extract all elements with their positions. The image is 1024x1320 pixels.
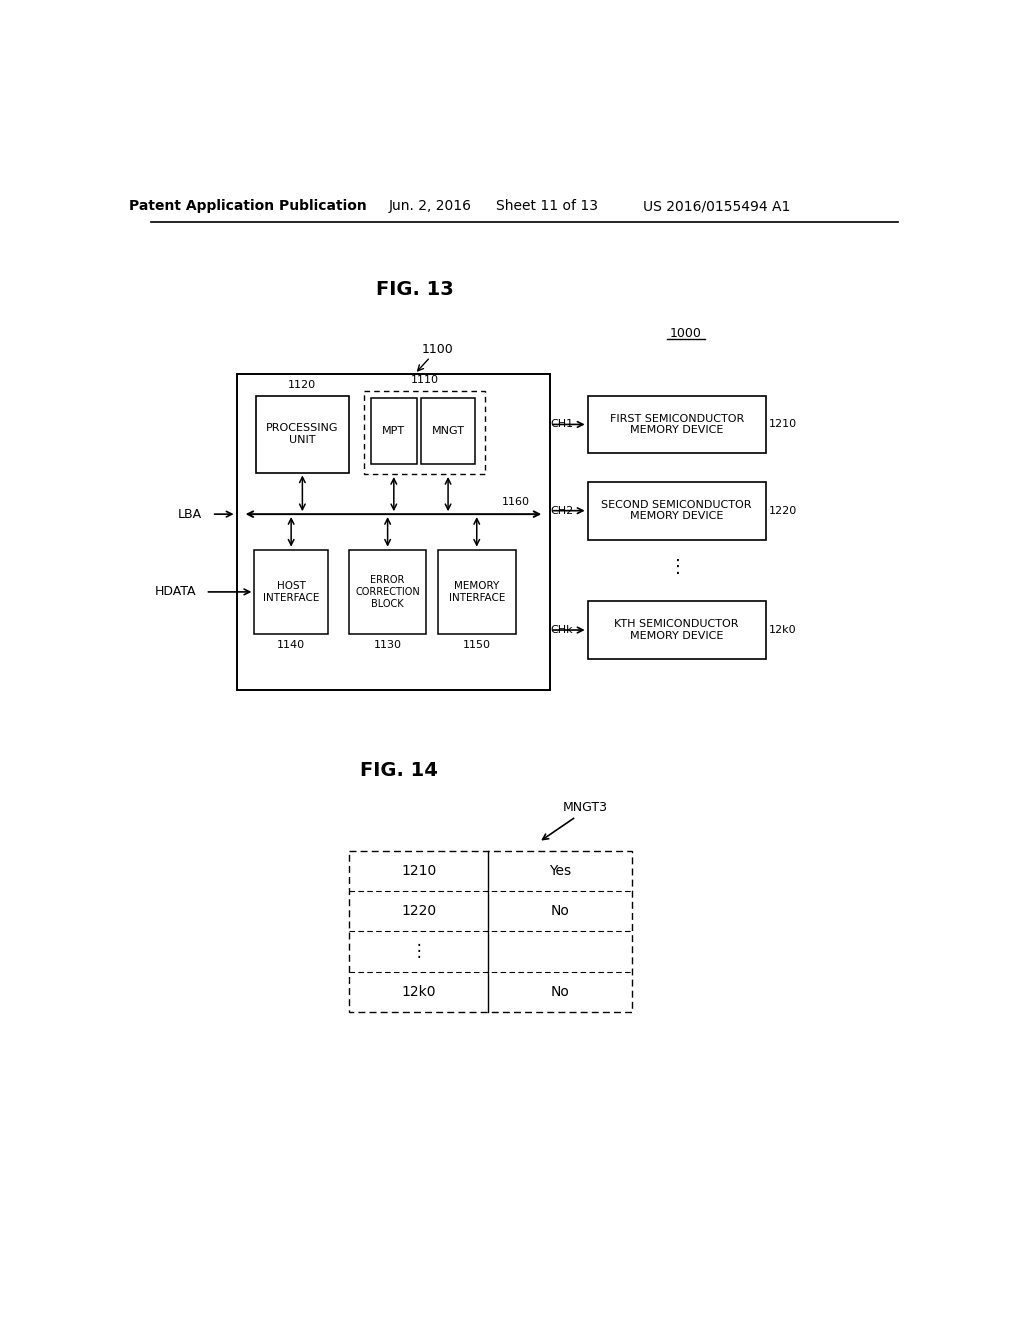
Text: KTH SEMICONDUCTOR
MEMORY DEVICE: KTH SEMICONDUCTOR MEMORY DEVICE xyxy=(614,619,739,640)
Text: SECOND SEMICONDUCTOR
MEMORY DEVICE: SECOND SEMICONDUCTOR MEMORY DEVICE xyxy=(601,500,752,521)
Text: FIG. 13: FIG. 13 xyxy=(376,280,454,298)
Text: Patent Application Publication: Patent Application Publication xyxy=(129,199,367,213)
Text: HDATA: HDATA xyxy=(155,585,197,598)
Text: 1120: 1120 xyxy=(289,380,316,389)
Text: ⋮: ⋮ xyxy=(411,942,427,961)
Bar xyxy=(421,397,475,465)
Text: ⋮: ⋮ xyxy=(670,557,687,576)
Bar xyxy=(371,397,417,465)
Bar xyxy=(254,549,328,635)
Text: 1210: 1210 xyxy=(401,865,436,878)
Text: 1220: 1220 xyxy=(401,904,436,919)
Text: No: No xyxy=(551,985,569,998)
Text: ERROR
CORRECTION
BLOCK: ERROR CORRECTION BLOCK xyxy=(355,576,420,609)
Text: MEMORY
INTERFACE: MEMORY INTERFACE xyxy=(449,581,505,603)
Bar xyxy=(365,391,484,474)
Text: CH2: CH2 xyxy=(550,506,573,516)
Text: Jun. 2, 2016: Jun. 2, 2016 xyxy=(389,199,472,213)
Text: CHk: CHk xyxy=(551,626,573,635)
Text: FIG. 14: FIG. 14 xyxy=(360,762,438,780)
Text: HOST
INTERFACE: HOST INTERFACE xyxy=(263,581,319,603)
Text: MNGT: MNGT xyxy=(431,426,465,436)
Text: MPT: MPT xyxy=(382,426,406,436)
Text: CH1: CH1 xyxy=(551,420,573,429)
Bar xyxy=(588,396,766,453)
Bar xyxy=(237,374,550,689)
Text: 1130: 1130 xyxy=(374,640,401,649)
Text: 1150: 1150 xyxy=(463,640,490,649)
Text: LBA: LBA xyxy=(177,508,202,520)
Bar xyxy=(349,851,632,1011)
Text: 1210: 1210 xyxy=(769,420,797,429)
Bar xyxy=(588,601,766,659)
Text: 12k0: 12k0 xyxy=(401,985,436,998)
Text: PROCESSING
UNIT: PROCESSING UNIT xyxy=(266,424,339,445)
Text: Sheet 11 of 13: Sheet 11 of 13 xyxy=(496,199,597,213)
Bar xyxy=(256,396,349,473)
Text: US 2016/0155494 A1: US 2016/0155494 A1 xyxy=(643,199,791,213)
Text: 1140: 1140 xyxy=(278,640,305,649)
Text: 1000: 1000 xyxy=(670,327,701,341)
Bar xyxy=(588,482,766,540)
Text: No: No xyxy=(551,904,569,919)
Text: 1110: 1110 xyxy=(411,375,438,385)
Text: MNGT3: MNGT3 xyxy=(563,801,608,814)
Bar xyxy=(438,549,515,635)
Text: FIRST SEMICONDUCTOR
MEMORY DEVICE: FIRST SEMICONDUCTOR MEMORY DEVICE xyxy=(609,413,743,436)
Text: 1220: 1220 xyxy=(769,506,797,516)
Text: 12k0: 12k0 xyxy=(769,626,797,635)
Bar xyxy=(349,549,426,635)
Text: Yes: Yes xyxy=(549,865,571,878)
Text: 1160: 1160 xyxy=(502,496,529,507)
Text: 1100: 1100 xyxy=(422,343,454,356)
